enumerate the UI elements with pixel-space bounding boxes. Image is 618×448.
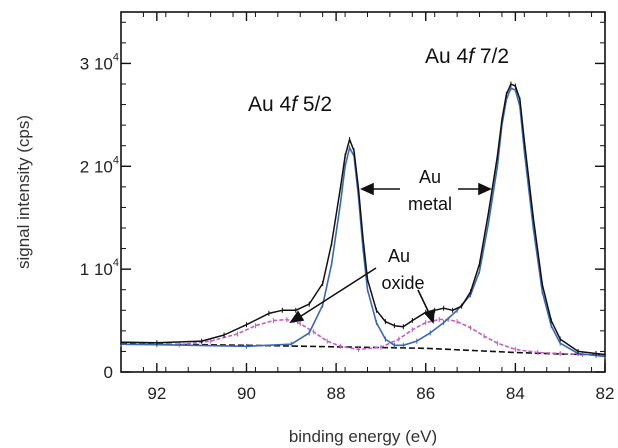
- y-axis-title: signal intensity (cps): [14, 115, 33, 269]
- label-au-oxide-line1: Au: [388, 246, 410, 266]
- label-au-4f-52: Au 4f 5/2: [248, 93, 332, 116]
- metal-arrowhead-right: [478, 182, 492, 196]
- x-tick-label-5: 82: [596, 384, 615, 403]
- x-tick-labels: 92 90 88 86 84 82: [147, 384, 614, 403]
- label-au-4f-72: Au 4f 7/2: [425, 45, 509, 68]
- x-tick-label-2: 88: [327, 384, 346, 403]
- label-au-metal-line2: metal: [408, 194, 452, 214]
- annotation-arrows: [289, 182, 492, 324]
- oxide-arrow-left: [297, 267, 377, 319]
- x-tick-label-0: 92: [147, 384, 166, 403]
- axis-ticks: [120, 12, 606, 373]
- series-layer: [120, 81, 606, 360]
- metal-arrowhead-left: [360, 182, 374, 196]
- x-axis-title: binding energy (eV): [289, 427, 437, 446]
- label-au-oxide-line2: oxide: [381, 273, 424, 293]
- oxide-arrow-right: [417, 289, 431, 316]
- x-tick-label-3: 86: [416, 384, 435, 403]
- oxide-arrowhead-right: [423, 308, 435, 324]
- x-tick-label-1: 90: [237, 384, 256, 403]
- plot-frame: [120, 11, 606, 373]
- y-tick-label-3: 3 104: [80, 51, 119, 73]
- series-au-metal-fit: [120, 87, 606, 358]
- x-tick-label-4: 84: [506, 384, 525, 403]
- oxide-arrowhead-left: [289, 310, 305, 324]
- label-au-metal-line1: Au: [419, 167, 441, 187]
- y-tick-label-2: 2 104: [80, 154, 119, 176]
- y-tick-label-1: 1 104: [80, 257, 119, 279]
- series-au-oxide-fit: [120, 318, 606, 357]
- y-tick-label-0: 0: [104, 363, 113, 382]
- y-tick-labels: 0 1 104 2 104 3 104: [80, 51, 119, 382]
